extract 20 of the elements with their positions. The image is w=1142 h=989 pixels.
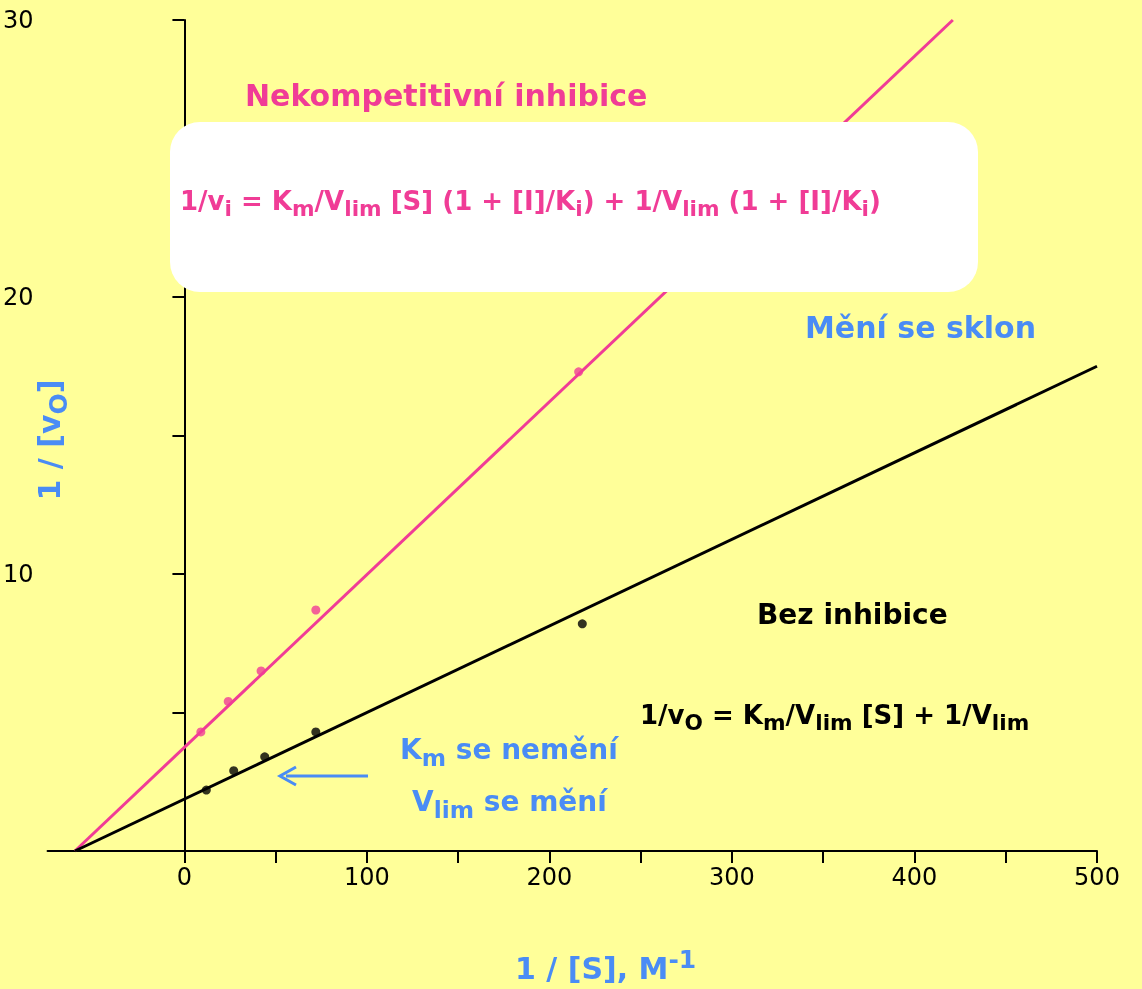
annotation: Mění se sklon: [805, 310, 1036, 345]
y-tick-label: 10: [2, 560, 34, 588]
annotation: Nekompetitivní inhibice: [245, 78, 648, 113]
point: [577, 619, 587, 629]
y-tick-label: 20: [2, 283, 34, 311]
annotation: 1/v$_{O}$ = K$_{m}$/V$_{lim}$ [S] + 1/V$_{lim}$: [640, 700, 1030, 736]
x-tick-label: 400: [891, 863, 938, 891]
annotation: Bez inhibice: [757, 598, 948, 631]
annotation: V$_{lim}$ se mění: [412, 785, 607, 824]
y-tick-label: 30: [2, 6, 34, 34]
x-tick-label: 500: [1074, 863, 1120, 891]
x-tick-label: 100: [344, 863, 390, 891]
point: [229, 766, 239, 776]
x-tick-label: 200: [526, 863, 573, 891]
text: 1/v$_{i}$ = K$_{m}$/V$_{lim}$ [S] (1 + [I]/K$_{i}$) + 1/V$_{lim}$ (1 + [I]/K$_{i}$): [180, 186, 881, 222]
point: [311, 605, 321, 615]
x-tick-label: 0: [176, 863, 193, 891]
x-tick-label: 300: [709, 863, 755, 891]
x-axis-title: 1 / [S], M$^{-1}$: [515, 945, 697, 986]
annotation: K$_{m}$ se nemění: [400, 733, 618, 772]
